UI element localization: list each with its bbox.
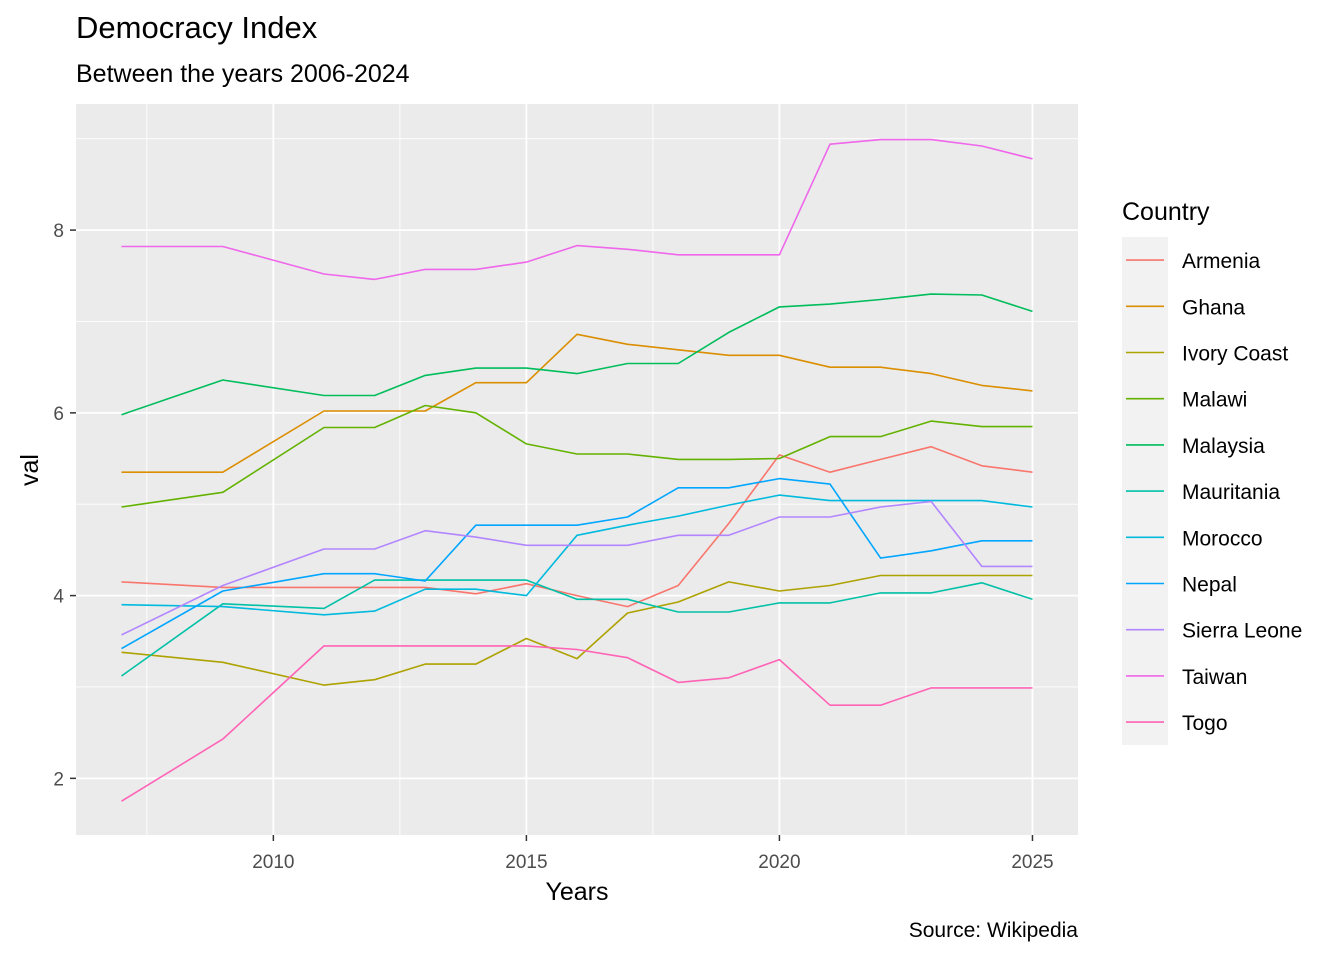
chart-caption: Source: Wikipedia	[908, 919, 1078, 942]
x-tick-label: 2015	[505, 852, 547, 873]
legend-items: Armenia Ghana Ivory Coast Malawi Malaysia Mau…	[1126, 250, 1302, 735]
legend-label-taiwan: Taiwan	[1182, 666, 1247, 689]
legend-label-ghana: Ghana	[1182, 296, 1245, 319]
series-line-ivory-coast	[121, 574, 1033, 686]
x-axis-title: Years	[545, 878, 608, 906]
y-tick-label: 8	[53, 221, 64, 242]
series-line-ghana	[121, 333, 1033, 474]
y-tick-label: 2	[53, 769, 64, 790]
chart-title: Democracy Index	[76, 10, 318, 45]
plot-panel	[76, 104, 1078, 835]
x-axis: 2010 2015 2020 2025	[252, 835, 1054, 873]
chart-subtitle: Between the years 2006-2024	[76, 60, 410, 88]
series-line-sierra-leone	[121, 500, 1033, 636]
grid-major	[76, 104, 1078, 835]
x-tick-label: 2025	[1011, 852, 1053, 873]
legend-label-ivory-coast: Ivory Coast	[1182, 343, 1288, 366]
legend-label-mauritania: Mauritania	[1182, 481, 1280, 504]
series-line-morocco	[121, 494, 1033, 616]
y-tick-label: 6	[53, 404, 64, 425]
legend-label-morocco: Morocco	[1182, 527, 1263, 550]
legend-title: Country	[1122, 198, 1210, 226]
series-line-togo	[121, 645, 1033, 802]
y-axis: 2 4 6 8	[53, 221, 76, 790]
series-line-nepal	[121, 477, 1033, 650]
series-line-malawi	[121, 404, 1033, 508]
series-line-armenia	[121, 445, 1033, 608]
legend-label-nepal: Nepal	[1182, 574, 1237, 597]
legend-label-malawi: Malawi	[1182, 389, 1247, 412]
legend-label-sierra-leone: Sierra Leone	[1182, 620, 1302, 643]
legend-label-armenia: Armenia	[1182, 250, 1261, 273]
legend-label-malaysia: Malaysia	[1182, 435, 1265, 458]
series-line-malaysia	[121, 293, 1033, 416]
series-line-mauritania	[121, 579, 1033, 677]
series-line-taiwan	[121, 138, 1033, 281]
y-axis-title: val	[16, 454, 44, 486]
y-tick-label: 4	[53, 587, 64, 608]
legend-label-togo: Togo	[1182, 712, 1228, 735]
x-tick-label: 2020	[758, 852, 800, 873]
legend: Country Armenia Ghana Ivory Coast Malawi Mal…	[1122, 198, 1302, 745]
x-tick-label: 2010	[252, 852, 294, 873]
series-lines	[121, 138, 1033, 802]
